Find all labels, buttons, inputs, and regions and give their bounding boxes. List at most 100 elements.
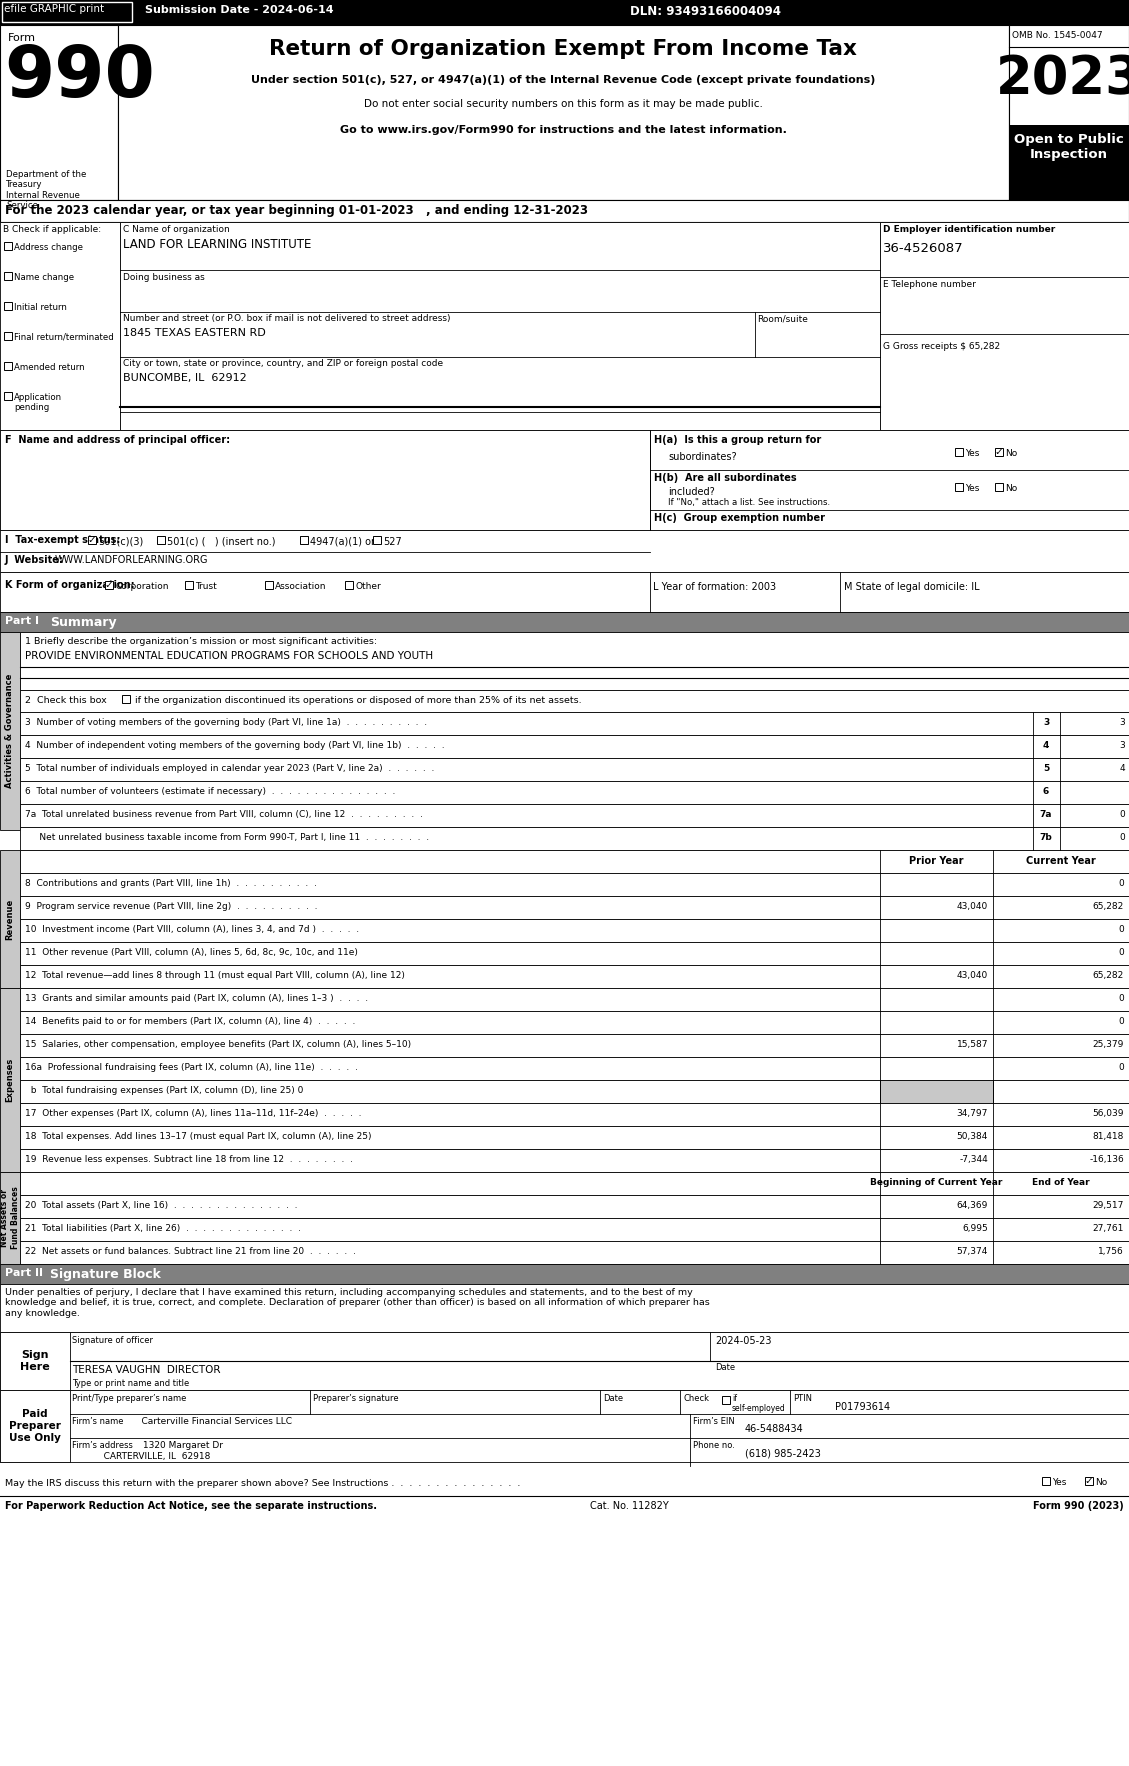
Text: Yes: Yes <box>1052 1478 1067 1487</box>
Bar <box>20 712 1129 735</box>
Text: 27,761: 27,761 <box>1093 1224 1124 1233</box>
Text: If "No," attach a list. See instructions.: If "No," attach a list. See instructions… <box>668 498 830 507</box>
Bar <box>5 242 12 251</box>
Text: Name change: Name change <box>14 274 75 283</box>
Bar <box>0 1284 1129 1332</box>
Text: 21  Total liabilities (Part X, line 26)  .  .  .  .  .  .  .  .  .  .  .  .  .  : 21 Total liabilities (Part X, line 26) .… <box>25 1224 301 1233</box>
Text: H(a)  Is this a group return for: H(a) Is this a group return for <box>654 434 821 445</box>
Text: efile GRAPHIC print: efile GRAPHIC print <box>5 4 104 14</box>
Text: 81,418: 81,418 <box>1093 1132 1124 1141</box>
Text: Trust: Trust <box>195 583 217 592</box>
Text: Signature of officer: Signature of officer <box>72 1337 154 1346</box>
Bar <box>20 1173 1129 1196</box>
Bar <box>0 429 650 530</box>
Text: Net Assets or
Fund Balances: Net Assets or Fund Balances <box>0 1187 19 1249</box>
Text: No: No <box>1005 449 1017 457</box>
Text: 2023: 2023 <box>996 53 1129 104</box>
Text: Beginning of Current Year: Beginning of Current Year <box>869 1178 1003 1187</box>
Text: 18  Total expenses. Add lines 13–17 (must equal Part IX, column (A), line 25): 18 Total expenses. Add lines 13–17 (must… <box>25 1132 371 1141</box>
Text: Final return/terminated: Final return/terminated <box>14 334 114 343</box>
Text: G Gross receipts $ 65,282: G Gross receipts $ 65,282 <box>883 343 1000 351</box>
Text: Doing business as: Doing business as <box>123 274 204 283</box>
Bar <box>0 0 1129 25</box>
Text: Type or print name and title: Type or print name and title <box>72 1379 190 1388</box>
Bar <box>5 332 12 341</box>
Text: May the IRS discuss this return with the preparer shown above? See Instructions : May the IRS discuss this return with the… <box>5 1478 520 1489</box>
Text: C Name of organization: C Name of organization <box>123 224 229 235</box>
Text: WWW.LANDFORLEARNING.ORG: WWW.LANDFORLEARNING.ORG <box>55 555 209 565</box>
Text: Date: Date <box>603 1393 623 1402</box>
Text: 12  Total revenue—add lines 8 through 11 (must equal Part VIII, column (A), line: 12 Total revenue—add lines 8 through 11 … <box>25 971 405 980</box>
Text: 2024-05-23: 2024-05-23 <box>715 1337 771 1346</box>
Text: Room/suite: Room/suite <box>758 314 808 323</box>
Text: PROVIDE ENVIRONMENTAL EDUCATION PROGRAMS FOR SCHOOLS AND YOUTH: PROVIDE ENVIRONMENTAL EDUCATION PROGRAMS… <box>25 652 434 660</box>
Text: 0: 0 <box>1119 834 1124 842</box>
Text: 501(c) (   ) (insert no.): 501(c) ( ) (insert no.) <box>167 537 275 547</box>
Bar <box>0 1390 1129 1462</box>
Bar <box>955 449 963 456</box>
Text: 20  Total assets (Part X, line 16)  .  .  .  .  .  .  .  .  .  .  .  .  .  .  .: 20 Total assets (Part X, line 16) . . . … <box>25 1201 298 1210</box>
Text: L Year of formation: 2003: L Year of formation: 2003 <box>653 583 776 592</box>
Text: Corporation: Corporation <box>115 583 168 592</box>
Bar <box>373 537 380 544</box>
Text: 0: 0 <box>1118 994 1124 1003</box>
Text: Firm’s address: Firm’s address <box>72 1441 133 1450</box>
Text: 0: 0 <box>1118 1063 1124 1072</box>
Bar <box>20 781 1129 804</box>
Text: Summary: Summary <box>50 616 116 629</box>
Text: PTIN: PTIN <box>793 1393 812 1402</box>
Bar <box>20 804 1129 826</box>
Text: 64,369: 64,369 <box>956 1201 988 1210</box>
Text: 0: 0 <box>1119 811 1124 819</box>
Text: Preparer’s signature: Preparer’s signature <box>313 1393 399 1402</box>
Text: 4947(a)(1) or: 4947(a)(1) or <box>310 537 375 547</box>
Text: 4: 4 <box>1119 765 1124 774</box>
Text: Association: Association <box>275 583 326 592</box>
Text: 3: 3 <box>1119 742 1124 751</box>
Text: Check: Check <box>683 1393 709 1402</box>
Bar <box>0 572 1129 613</box>
Text: ✓: ✓ <box>995 447 1004 457</box>
Text: Paid
Preparer
Use Only: Paid Preparer Use Only <box>9 1409 61 1443</box>
Bar <box>5 362 12 371</box>
Bar <box>723 1395 730 1404</box>
Bar <box>0 1332 70 1390</box>
Text: B Check if applicable:: B Check if applicable: <box>3 224 102 235</box>
Text: For Paperwork Reduction Act Notice, see the separate instructions.: For Paperwork Reduction Act Notice, see … <box>5 1501 377 1512</box>
Text: Net unrelated business taxable income from Form 990-T, Part I, line 11  .  .  . : Net unrelated business taxable income fr… <box>25 834 429 842</box>
Text: I  Tax-exempt status:: I Tax-exempt status: <box>5 535 121 546</box>
Text: 5: 5 <box>1043 765 1049 774</box>
Text: included?: included? <box>668 487 715 496</box>
Text: M State of legal domicile: IL: M State of legal domicile: IL <box>844 583 980 592</box>
Bar <box>20 1241 1129 1264</box>
Bar <box>995 482 1003 491</box>
Text: 527: 527 <box>383 537 402 547</box>
Bar <box>0 1173 20 1264</box>
Bar <box>5 302 12 311</box>
Bar <box>20 1035 1129 1058</box>
Text: 1320 Margaret Dr: 1320 Margaret Dr <box>140 1441 224 1450</box>
Text: CARTERVILLE, IL  62918: CARTERVILLE, IL 62918 <box>72 1452 210 1460</box>
Bar <box>955 482 963 491</box>
Text: Revenue: Revenue <box>6 899 15 940</box>
Bar <box>0 530 1129 572</box>
Text: Firm’s EIN: Firm’s EIN <box>693 1416 735 1425</box>
Bar <box>122 696 130 703</box>
Text: Under section 501(c), 527, or 4947(a)(1) of the Internal Revenue Code (except pr: Under section 501(c), 527, or 4947(a)(1)… <box>251 74 875 85</box>
Text: 4: 4 <box>1043 742 1049 751</box>
Text: 6,995: 6,995 <box>962 1224 988 1233</box>
Text: H(b)  Are all subordinates: H(b) Are all subordinates <box>654 473 797 482</box>
Bar <box>20 964 1129 987</box>
Text: H(c)  Group exemption number: H(c) Group exemption number <box>654 512 825 523</box>
Text: Expenses: Expenses <box>6 1058 15 1102</box>
Bar <box>5 392 12 401</box>
Text: Application
pending: Application pending <box>14 394 62 413</box>
Text: 5  Total number of individuals employed in calendar year 2023 (Part V, line 2a) : 5 Total number of individuals employed i… <box>25 765 435 774</box>
Bar <box>995 449 1003 456</box>
Bar <box>0 25 1129 200</box>
Text: 15,587: 15,587 <box>956 1040 988 1049</box>
Text: Other: Other <box>355 583 380 592</box>
Text: 7b: 7b <box>1040 834 1052 842</box>
Text: 7a  Total unrelated business revenue from Part VIII, column (C), line 12  .  .  : 7a Total unrelated business revenue from… <box>25 811 423 819</box>
Bar <box>185 581 193 590</box>
